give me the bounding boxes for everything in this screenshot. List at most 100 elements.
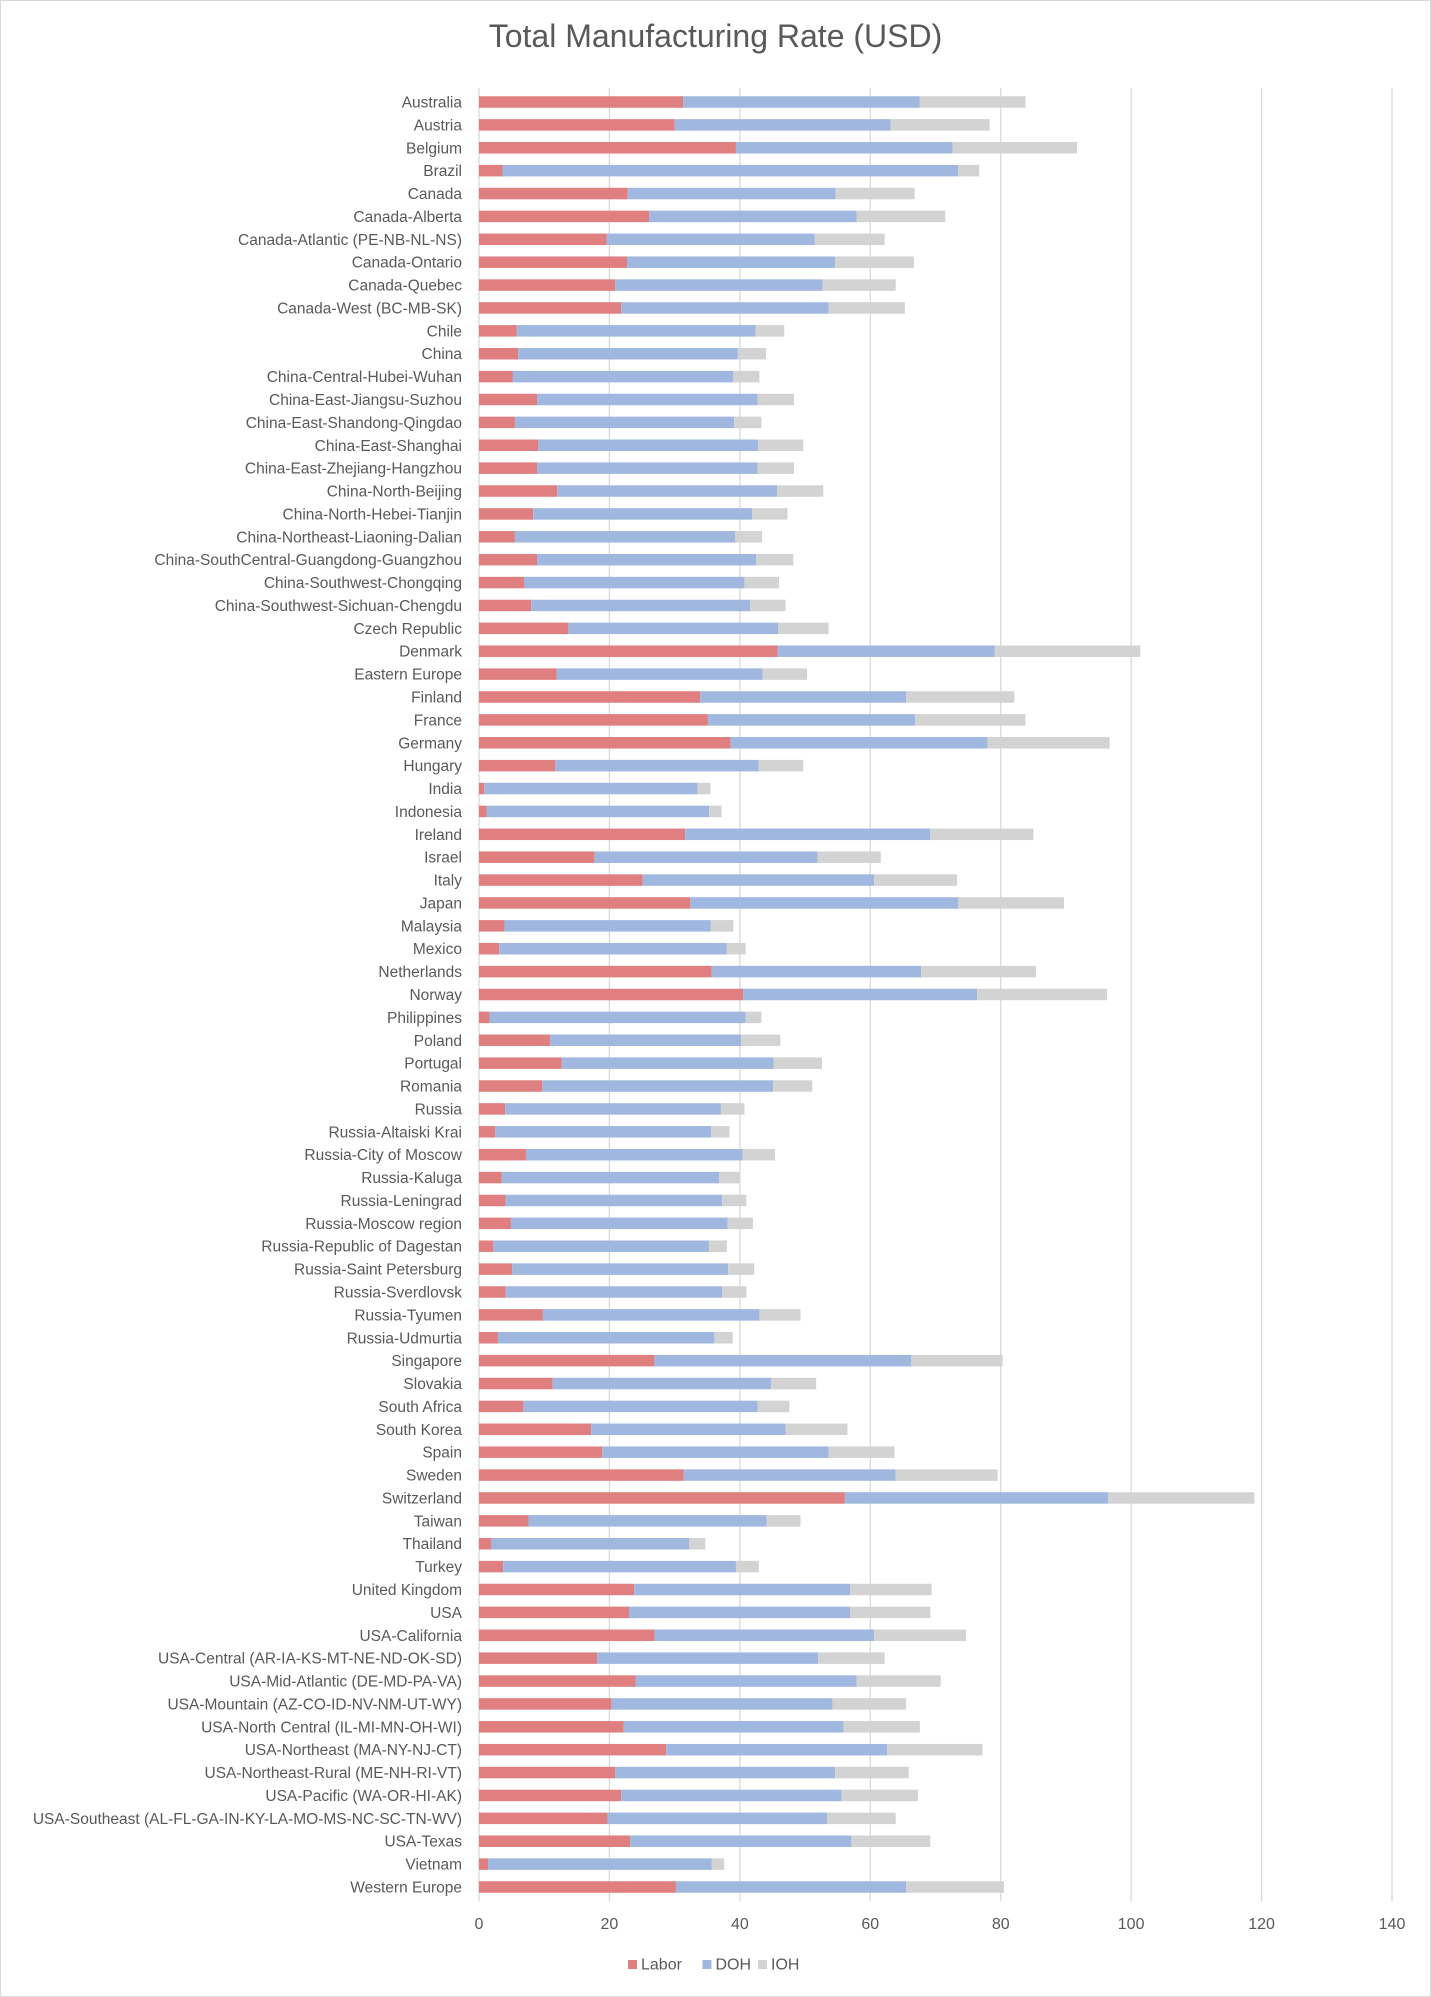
bar-labor [479,233,607,246]
bar-labor [479,164,503,177]
bar-ioh [709,1240,727,1252]
bar-labor [479,1698,612,1710]
bar-labor [479,1377,553,1390]
category-label: Russia-Tyumen [354,1307,462,1324]
bar-labor [479,1263,513,1275]
bar-doh [623,1721,844,1733]
bar-ioh [742,1148,776,1161]
category-label: USA-North Central (IL-MI-MN-OH-WI) [201,1719,462,1736]
bar-doh [528,1515,767,1527]
bar-ioh [733,416,762,429]
bar-doh [711,965,922,978]
category-label: USA-Northeast-Rural (ME-NH-RI-VT) [205,1765,463,1782]
bar-ioh [778,622,829,635]
category-label: USA-Mountain (AZ-CO-ID-NV-NM-UT-WY) [167,1696,462,1713]
bar-labor [479,645,778,657]
bar-doh [557,485,778,497]
category-label: China-Central-Hubei-Wuhan [267,369,462,386]
bar-labor [479,1766,616,1779]
bar-labor [479,622,569,635]
category-label: USA-Texas [384,1834,462,1851]
bar-doh [555,759,759,772]
bar-labor [479,531,515,543]
bar-ioh [711,1126,730,1138]
bar-ioh [720,1103,745,1115]
bar-labor [479,1812,608,1825]
bar-ioh [737,347,766,360]
category-label: Taiwan [414,1513,462,1530]
category-label: Turkey [415,1559,462,1576]
bar-labor [479,1881,676,1893]
bar-doh [514,416,734,429]
category-label: Russia-Republic of Dagestan [261,1239,462,1256]
bar-ioh [728,1263,755,1275]
bar-ioh [757,393,794,406]
bar-labor [479,508,534,520]
category-label: USA-Southeast (AL-FL-GA-IN-KY-LA-MO-MS-N… [33,1811,462,1828]
category-label: Russia-Moscow region [305,1216,462,1233]
bar-labor [479,942,500,955]
category-label: Spain [422,1445,462,1462]
category-label: China [422,346,463,363]
bar-ioh [911,1354,1003,1367]
bar-ioh [887,1743,983,1756]
bar-ioh [835,1766,909,1779]
bar-labor [479,1537,492,1550]
category-label: Romania [400,1079,462,1096]
bar-ioh [773,1080,813,1092]
category-label: Russia-Udmurtia [347,1330,463,1347]
category-label: Philippines [387,1010,462,1027]
bar-labor [479,142,736,154]
bar-labor [479,1126,496,1138]
category-label: Portugal [404,1056,462,1073]
bar-labor [479,1057,562,1069]
bar-ioh [850,1606,931,1619]
bar-doh [621,302,829,314]
bar-labor [479,210,650,223]
bar-ioh [710,920,734,932]
bar-labor [479,1354,655,1367]
category-label: Canada-Quebec [348,278,462,295]
bar-doh [674,119,891,131]
bar-labor [479,325,517,337]
x-tick-label: 0 [475,1916,484,1933]
bar-labor [479,279,616,291]
category-label: Russia-Altaiski Krai [328,1124,462,1141]
bar-doh [516,325,756,337]
bar-ioh [919,96,1026,108]
bar-doh [489,1011,746,1024]
bar-doh [594,851,818,863]
bar-ioh [874,874,958,886]
bar-ioh [1108,1492,1255,1504]
category-label: China-East-Shandong-Qingdao [246,415,462,432]
bar-labor [479,599,532,612]
category-label: Indonesia [395,804,463,821]
bar-doh [503,1560,736,1573]
bar-doh [707,714,916,726]
category-label: Canada-Alberta [353,209,462,226]
bar-labor [479,691,701,703]
category-label: Russia-Saint Petersburg [294,1262,462,1279]
bar-labor [479,965,712,978]
bar-labor [479,393,538,406]
bar-ioh [850,1583,932,1596]
category-label: Finland [411,690,462,707]
bar-ioh [726,942,746,955]
bar-doh [538,439,759,452]
bar-labor [479,1400,524,1413]
bar-doh [649,210,857,223]
bar-doh [735,142,953,154]
bar-labor [479,897,691,909]
bar-doh [635,1675,857,1687]
category-label: China-North-Hebei-Tianjin [283,506,462,523]
category-label: Russia-Sverdlovsk [334,1285,463,1302]
bar-labor [479,1789,622,1802]
category-label: Canada-Atlantic (PE-NB-NL-NS) [238,232,462,249]
category-label: Netherlands [378,964,462,981]
bar-ioh [906,691,1015,703]
category-label: USA-Pacific (WA-OR-HI-AK) [265,1788,462,1805]
bar-doh [512,370,734,383]
bar-doh [550,1034,742,1047]
bar-ioh [994,645,1141,657]
bar-labor [479,256,628,268]
